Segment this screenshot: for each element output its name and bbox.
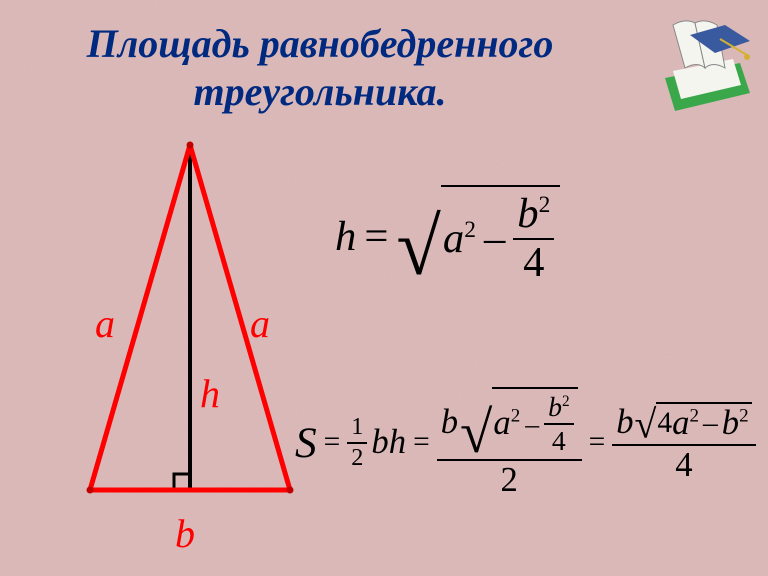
label-a-left: a xyxy=(95,300,115,347)
label-a-right: a xyxy=(250,300,270,347)
sym-minus: – xyxy=(484,214,505,263)
sym-a: a2 xyxy=(443,214,476,263)
formula-area: S = 1 2 bh = b √ a2 – xyxy=(295,385,756,500)
sym-eq3: = xyxy=(589,426,606,459)
frac-mid: b √ a2 – b2 4 xyxy=(437,385,582,500)
sym-eq2: = xyxy=(413,426,430,459)
frac-half: 1 2 xyxy=(347,413,367,472)
formula-height: h = √ a2 – b2 4 xyxy=(335,185,560,288)
sym-S: S xyxy=(295,418,317,468)
frac-b2-4: b2 4 xyxy=(513,191,554,286)
sym-h: h xyxy=(335,212,356,261)
sym-bh: bh xyxy=(371,423,406,462)
sym-eq: = xyxy=(364,212,388,261)
label-b: b xyxy=(175,510,195,557)
label-h: h xyxy=(200,370,220,417)
sym-eq1: = xyxy=(324,426,341,459)
radical-icon: √ xyxy=(396,191,440,294)
frac-right: b √ 4 a2 – b2 4 xyxy=(612,400,755,485)
slide-stage: Площадь равнобедренного треугольника. xyxy=(0,0,768,576)
